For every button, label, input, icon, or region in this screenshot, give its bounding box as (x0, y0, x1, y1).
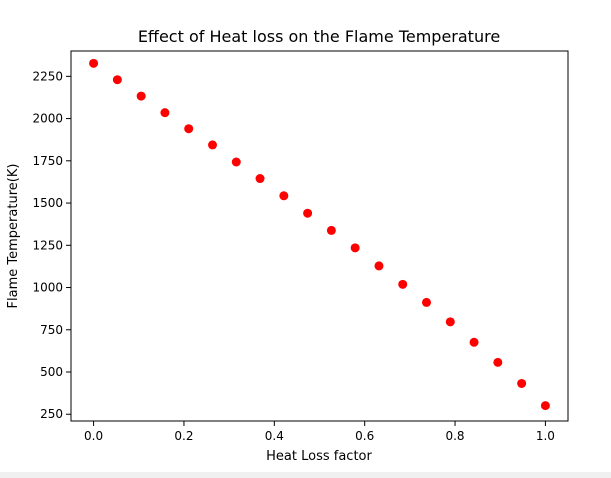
x-axis-label: Heat Loss factor (266, 449, 372, 464)
data-point (350, 243, 360, 253)
chart-title: Effect of Heat loss on the Flame Tempera… (138, 27, 500, 46)
data-point (469, 337, 479, 347)
bottom-strip (0, 472, 611, 478)
y-tick-label: 2000 (32, 112, 63, 126)
data-point (445, 317, 455, 327)
data-point (160, 108, 170, 118)
y-axis-ticks: 250 500 750 1000 1250 1500 1750 2000 2250 (32, 69, 71, 421)
y-tick-label: 1750 (32, 154, 63, 168)
data-point (231, 157, 241, 167)
data-points (89, 58, 550, 411)
plot-frame (70, 50, 569, 422)
data-point (303, 208, 313, 218)
data-point (112, 75, 122, 85)
y-tick-label: 250 (40, 407, 63, 421)
data-point (493, 357, 503, 367)
y-tick-label: 1000 (32, 281, 63, 295)
y-axis-label: Flame Temperature(K) (6, 164, 21, 309)
y-tick-label: 750 (40, 323, 63, 337)
plot-area (70, 50, 569, 422)
x-tick-label: 0.4 (265, 429, 284, 443)
x-axis-ticks: 0.0 0.2 0.4 0.6 0.8 1.0 (84, 421, 555, 443)
data-point (184, 124, 194, 134)
x-tick-label: 0.6 (355, 429, 374, 443)
x-tick-label: 0.0 (84, 429, 103, 443)
y-tick-label: 2250 (32, 69, 63, 83)
data-point (89, 58, 99, 68)
data-point (136, 91, 146, 101)
x-tick-label: 0.8 (445, 429, 464, 443)
y-tick-label: 1500 (32, 196, 63, 210)
y-tick-label: 500 (40, 365, 63, 379)
data-point (540, 401, 550, 411)
data-point (208, 140, 218, 150)
data-point (255, 174, 265, 184)
x-tick-label: 1.0 (536, 429, 555, 443)
data-point (279, 191, 289, 201)
data-point (326, 225, 336, 235)
y-tick-label: 1250 (32, 238, 63, 252)
data-point (517, 378, 527, 388)
data-point (398, 279, 408, 289)
data-point (421, 297, 431, 307)
data-point (374, 261, 384, 271)
x-tick-label: 0.2 (174, 429, 193, 443)
